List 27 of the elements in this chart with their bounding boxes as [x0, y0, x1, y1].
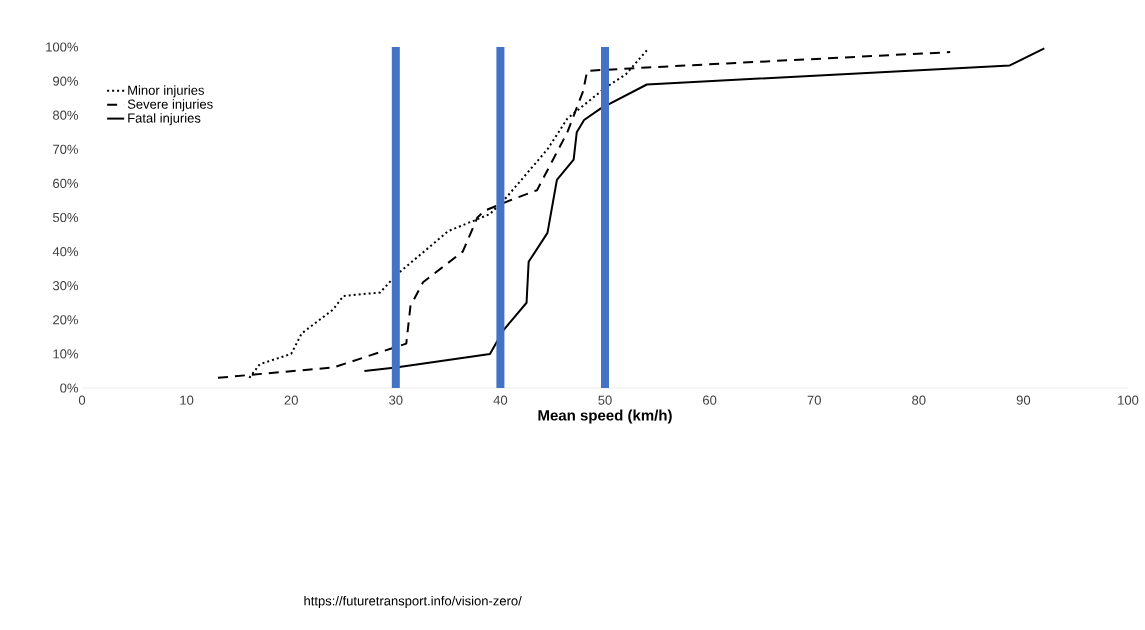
- y-tick-label: 90%: [53, 76, 79, 86]
- x-tick-label: 90: [1016, 395, 1031, 405]
- legend-label: Severe injuries: [127, 99, 213, 112]
- y-tick-label: 10%: [53, 349, 79, 359]
- text: https://futuretransport.info/vision-zero/: [304, 595, 522, 609]
- x-tick-label: 80: [912, 395, 926, 405]
- y-tick-label: 30%: [52, 281, 79, 291]
- x-tick-label: 100: [1118, 395, 1139, 405]
- legend-label: Minor injuries: [128, 85, 205, 98]
- y-tick-label: 50%: [52, 212, 79, 223]
- x-tick-label: 70: [807, 395, 821, 405]
- x-tick-label: 40: [493, 395, 508, 405]
- x-tick-label: 10: [180, 395, 194, 405]
- legend-label: Fatal injuries: [128, 113, 201, 126]
- x-tick-label: 30: [389, 395, 403, 405]
- y-tick-label: 70%: [53, 144, 79, 154]
- y-tick-label: 20%: [53, 315, 79, 325]
- y-tick-label: 40%: [52, 246, 79, 257]
- y-tick-label: 100%: [46, 42, 79, 52]
- y-tick-label: 60%: [53, 178, 79, 188]
- y-tick-label: 0%: [60, 383, 79, 393]
- x-axis-title: Mean speed (km/h): [538, 409, 672, 424]
- x-tick-label: 20: [284, 395, 298, 405]
- x-tick-label: 0: [78, 395, 86, 405]
- x-tick-label: 60: [703, 395, 717, 405]
- x-tick-label: 50: [598, 395, 612, 405]
- y-tick-label: 80%: [53, 110, 79, 120]
